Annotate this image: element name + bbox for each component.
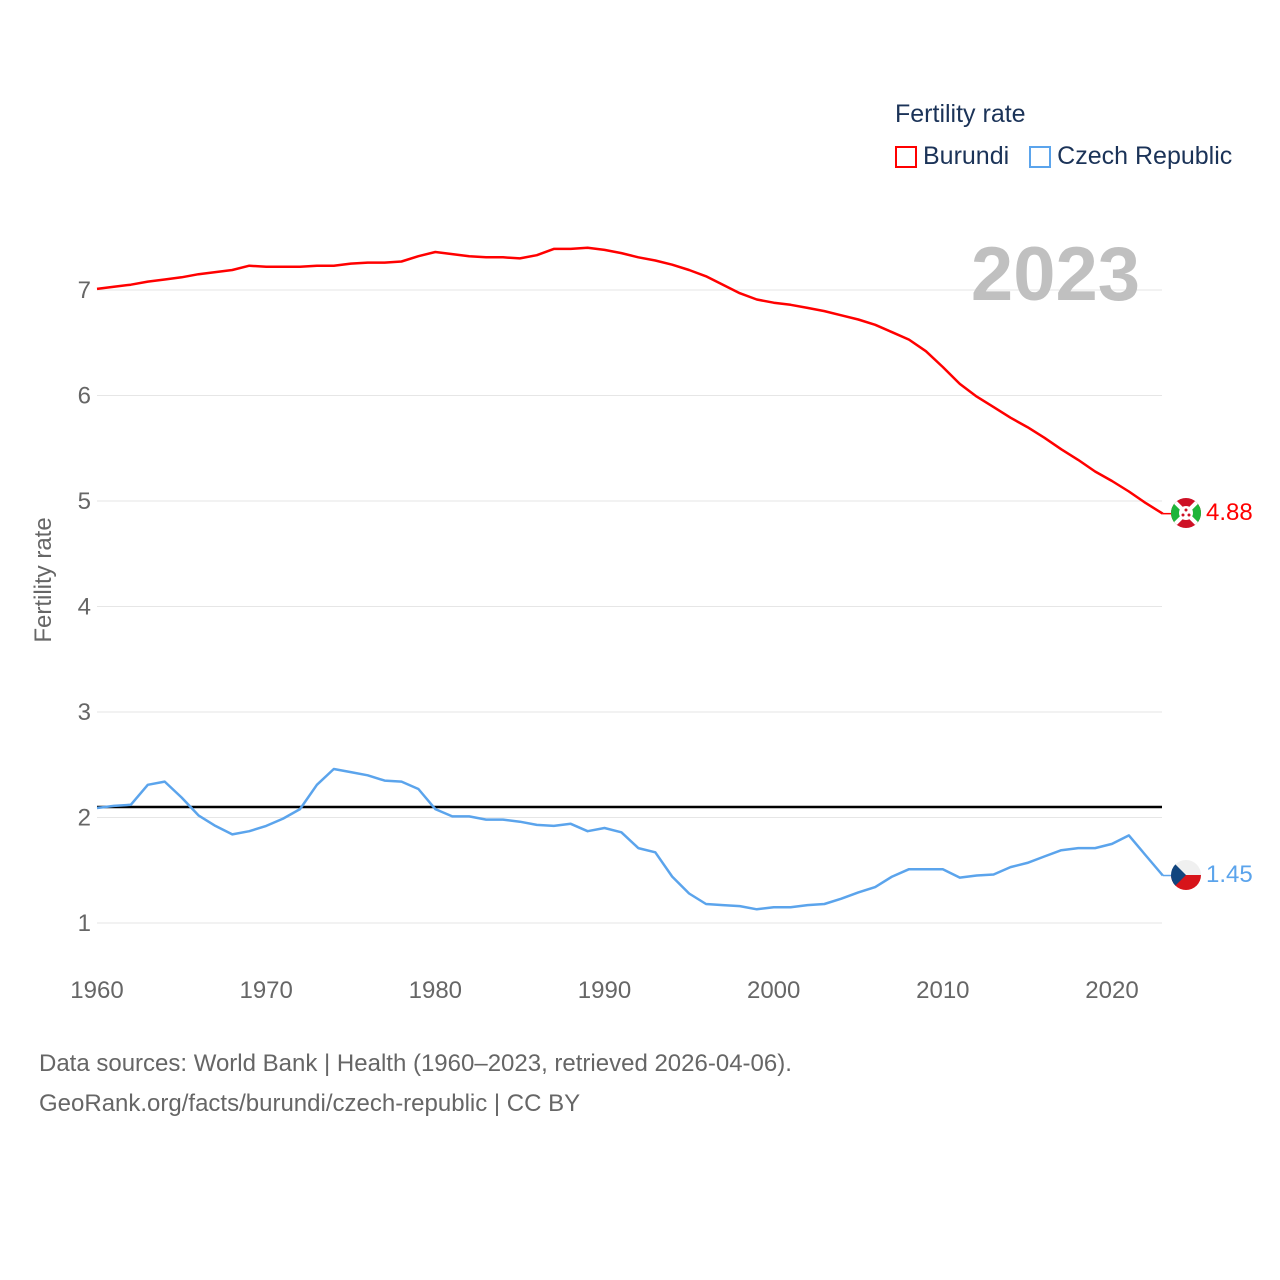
y-tick-label: 3: [78, 699, 91, 726]
burundi-end-label: 4.88: [1206, 499, 1253, 526]
x-tick-label: 2020: [1085, 977, 1138, 1004]
y-axis-label: Fertility rate: [30, 517, 57, 642]
legend: Burundi Czech Republic: [895, 142, 1232, 171]
burundi-flag-icon: [1171, 498, 1201, 528]
x-tick-label: 2000: [747, 977, 800, 1004]
czech-flag-icon: [1171, 860, 1201, 890]
legend-swatch-czech-republic: [1029, 145, 1052, 168]
x-tick-label: 1970: [239, 977, 292, 1004]
x-tick-label: 1990: [578, 977, 631, 1004]
series-line-burundi: [96, 246, 1164, 515]
y-tick-label: 2: [78, 805, 91, 832]
source-link[interactable]: GeoRank.org/facts/burundi/czech-republic…: [39, 1090, 581, 1117]
legend-item-burundi[interactable]: Burundi: [895, 142, 1009, 171]
czech-end-label: 1.45: [1206, 861, 1253, 888]
y-tick-label: 7: [78, 277, 91, 304]
legend-label: Czech Republic: [1057, 142, 1233, 170]
legend-label: Burundi: [923, 142, 1010, 170]
x-tick-label: 2010: [916, 977, 969, 1004]
legend-title: Fertility rate: [895, 100, 1026, 128]
x-tick-label: 1960: [70, 977, 123, 1004]
y-tick-label: 1: [78, 910, 91, 937]
year-label: 2023: [971, 232, 1140, 317]
y-tick-label: 6: [78, 383, 91, 410]
source-note: Data sources: World Bank | Health (1960–…: [39, 1044, 792, 1124]
y-tick-label: 4: [78, 594, 91, 621]
legend-swatch-burundi: [895, 145, 917, 168]
y-tick-label: 5: [78, 488, 91, 515]
legend-item-czech-republic[interactable]: Czech Republic: [1029, 142, 1232, 171]
x-tick-label: 1980: [409, 977, 462, 1004]
series-line-czech-republic: [96, 767, 1164, 911]
source-line: Data sources: World Bank | Health (1960–…: [39, 1050, 792, 1077]
